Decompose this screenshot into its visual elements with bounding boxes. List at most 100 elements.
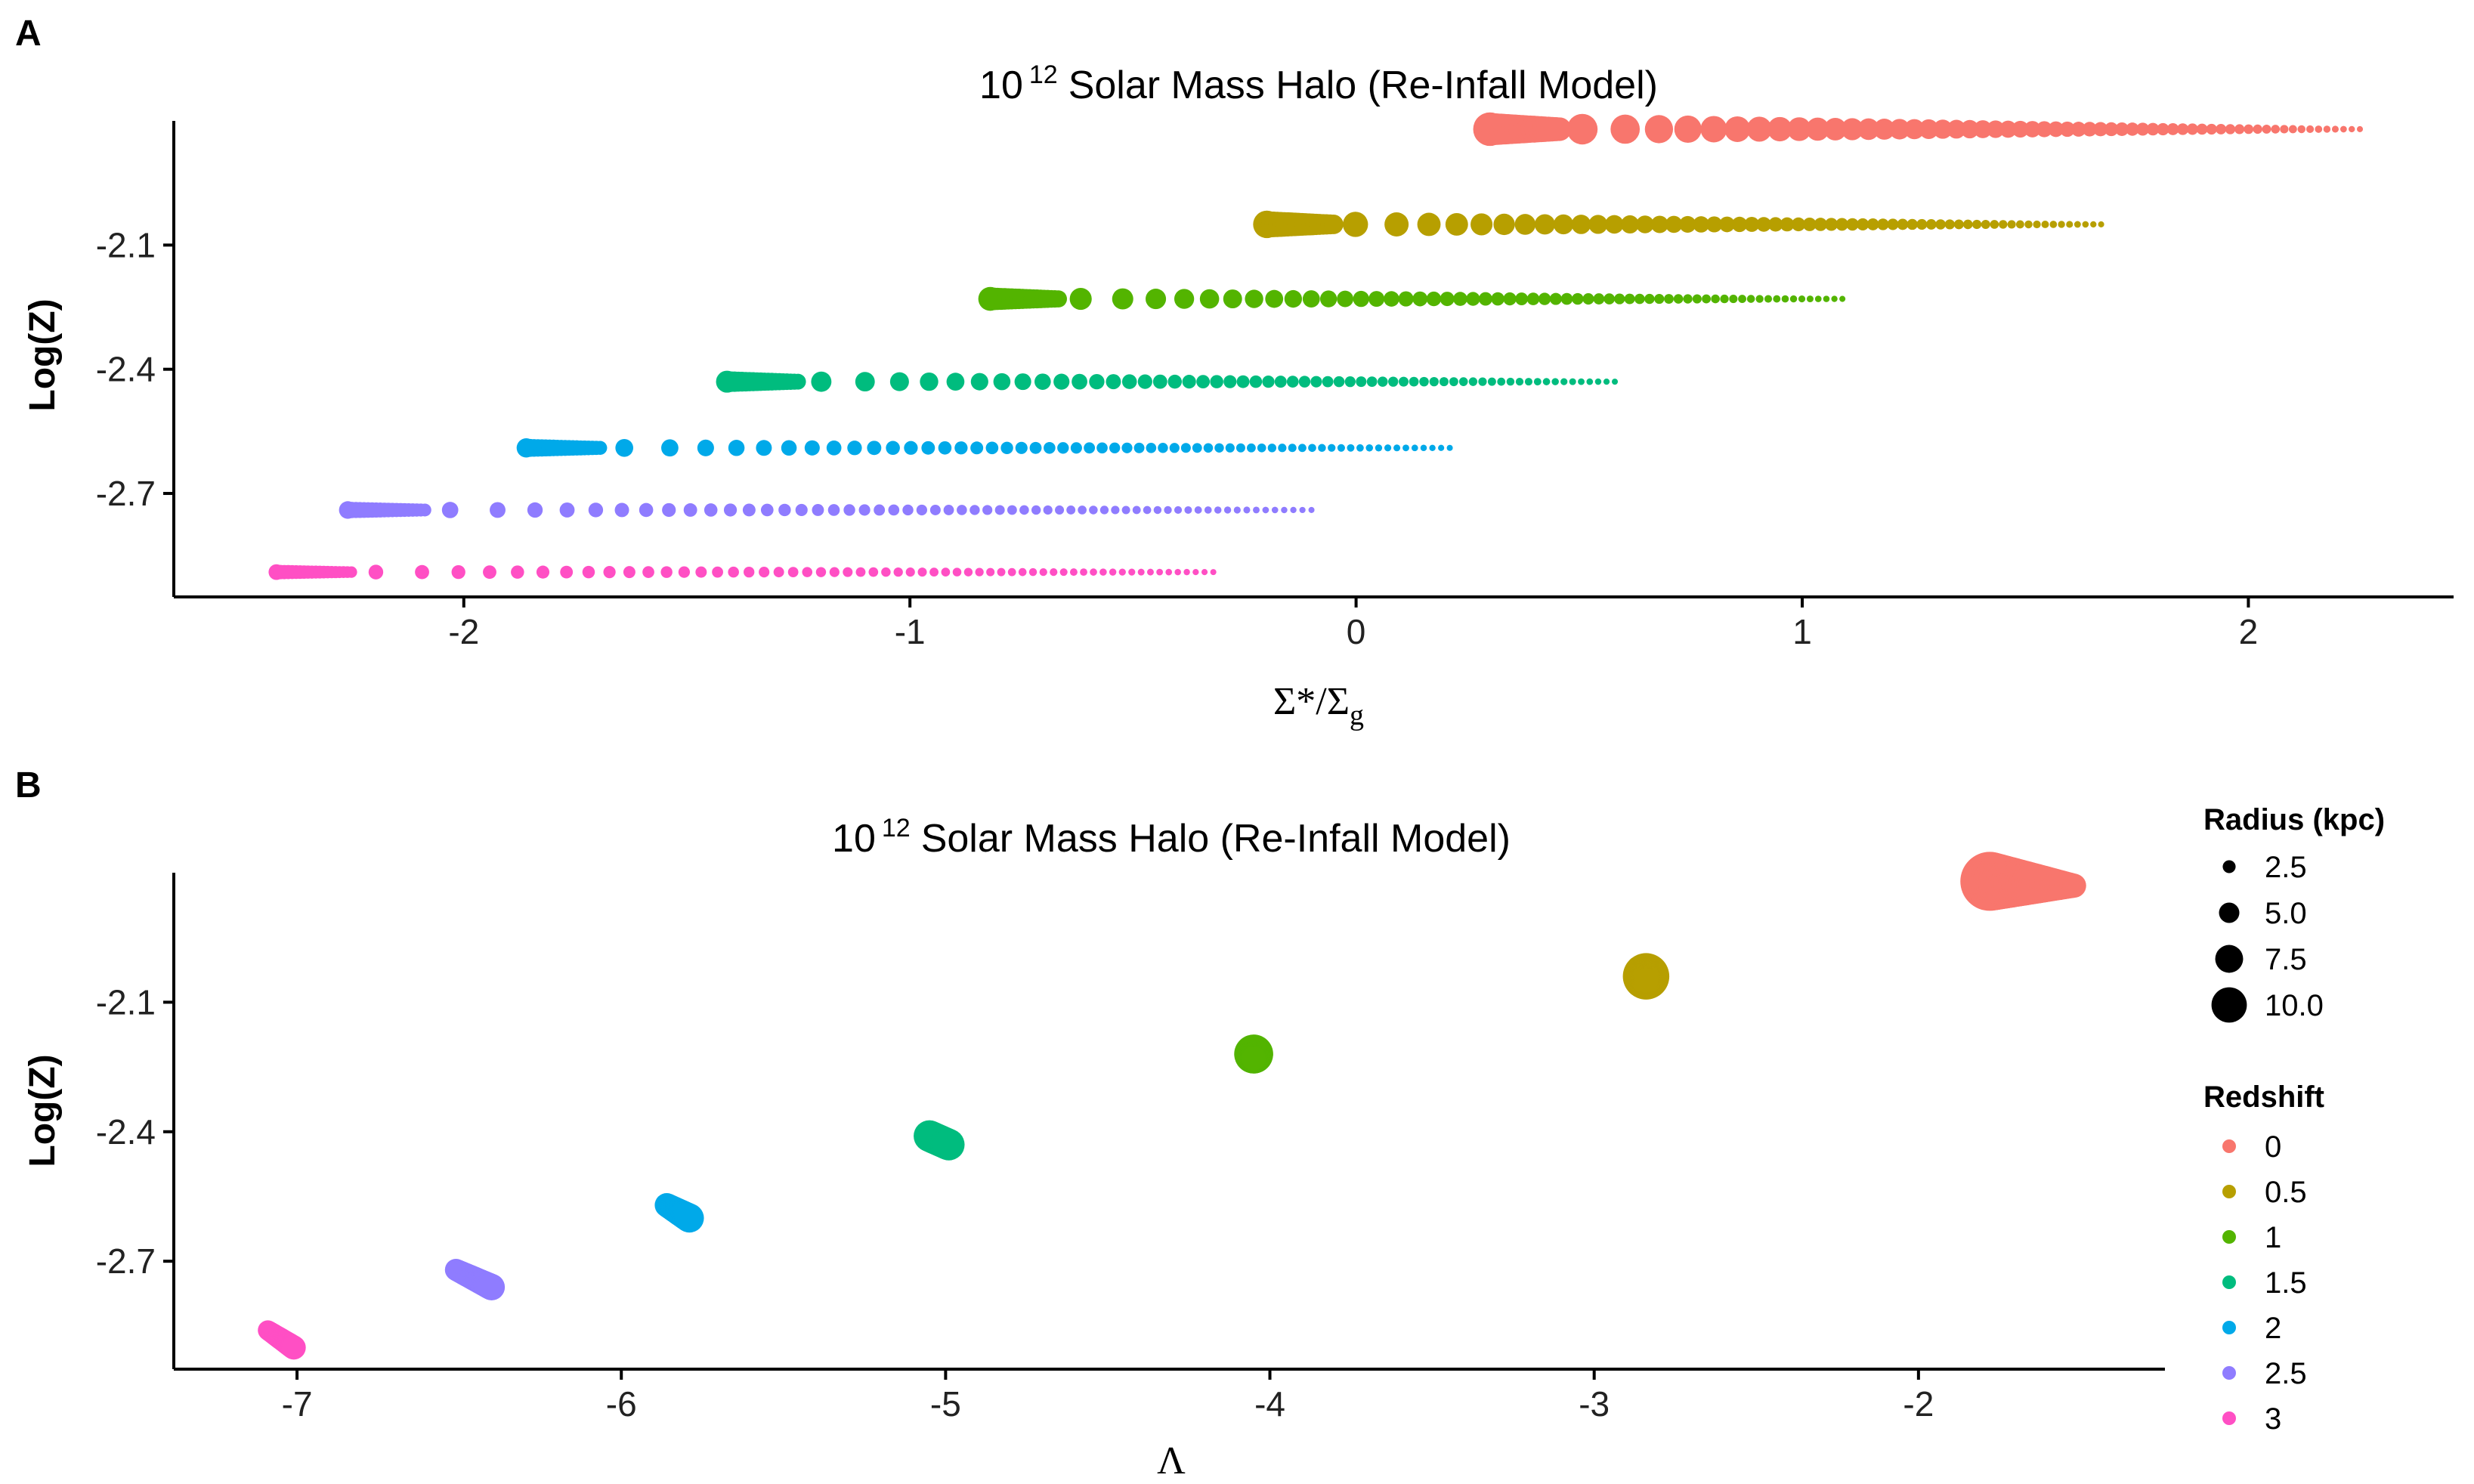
data-point [1925,219,1937,230]
panel-a-points [268,112,2364,580]
data-point [560,565,574,579]
data-point [536,565,550,579]
series-z-0 [1473,112,2364,147]
data-point [1999,120,2017,138]
data-point [1039,567,1047,577]
data-point [1665,215,1683,233]
data-point [2070,122,2086,137]
data-point [1109,568,1117,576]
data-point [697,439,714,456]
data-point [418,503,431,517]
data-point [790,373,806,390]
data-point [368,564,384,580]
data-point [1072,373,1087,390]
data-point [1121,442,1133,453]
data-point [1417,212,1441,237]
data-point [1823,295,1830,302]
data-point [2206,123,2217,135]
data-point [1824,218,1838,231]
panel-a-title-sup: 12 [1029,60,1058,89]
data-point [1889,119,1910,140]
data-point [886,441,900,456]
panel-b-x-axis-title: Λ [1157,1439,1186,1482]
data-point [603,566,616,579]
data-point [1398,291,1414,307]
data-point [1768,217,1783,232]
data-point [843,567,853,577]
data-point [1814,295,1822,302]
data-point [1201,569,1208,576]
x-tick-label: 1 [1792,612,1812,651]
data-point [1121,374,1137,389]
data-point [1308,506,1315,513]
data-point [1070,442,1082,454]
series-z-2 [654,1193,704,1233]
x-tick-label: -3 [1579,1384,1610,1424]
data-point [1318,444,1326,453]
data-point [1487,377,1496,386]
data-point [858,504,871,516]
data-point [1235,443,1245,453]
data-point [1109,442,1121,453]
data-point [712,566,723,578]
data-point [1078,505,1087,515]
data-point [1971,219,1982,230]
data-point [1446,444,1453,451]
data-point [957,505,967,515]
data-point [1873,119,1895,140]
data-point [1337,444,1345,452]
data-point [2186,123,2198,135]
data-point [559,502,575,518]
data-point [1059,568,1068,577]
data-point [1156,568,1164,576]
data-point [1755,295,1764,303]
panel-a-title-base: 10 [979,63,1023,107]
data-point [1764,295,1773,303]
data-point [1152,374,1167,389]
data-point [678,566,691,578]
data-point [2315,125,2323,133]
data-point [1806,117,1829,141]
data-point [855,567,866,577]
data-point [1184,505,1192,514]
data-point [1233,506,1241,514]
data-point [639,502,654,518]
data-point [1846,218,1859,231]
data-point [1265,289,1284,308]
data-point [1242,1046,1266,1071]
data-point [1916,218,1928,230]
data-point [1603,293,1615,305]
data-point [829,567,840,577]
data-point [2136,122,2150,136]
data-point [804,440,820,456]
legend-color-title: Redshift [2203,1081,2324,1114]
data-point [1337,290,1354,308]
data-point [759,567,770,578]
data-point [2041,220,2049,228]
data-point [975,567,984,577]
data-point [2216,124,2227,134]
legend-color-label: 0 [2265,1130,2281,1164]
panel-a-x-axis-title: Σ*/Σg [1273,680,1364,731]
data-point [2126,122,2139,136]
data-point [2098,221,2104,227]
data-point [905,567,915,577]
data-point [868,567,879,577]
panel-a: A 10 12 Solar Mass Halo (Re-Infall Model) … [15,14,2454,731]
data-point [2012,120,2029,138]
data-point [1366,376,1378,388]
data-point [1572,292,1584,305]
data-point [1284,289,1302,308]
data-point [1960,119,1979,139]
data-point [929,567,939,577]
data-point [1409,376,1419,387]
legend-color-key [2222,1139,2236,1153]
data-point [1445,212,1468,236]
y-tick-label: -2.1 [96,225,156,264]
data-point [963,567,973,577]
series-z-2-5 [444,1259,506,1301]
panel-b-title-base: 10 [832,817,876,861]
data-point [1624,293,1635,305]
x-tick-label: 0 [1347,612,1366,651]
panel-a-x-axis-title-sub: g [1350,700,1364,731]
